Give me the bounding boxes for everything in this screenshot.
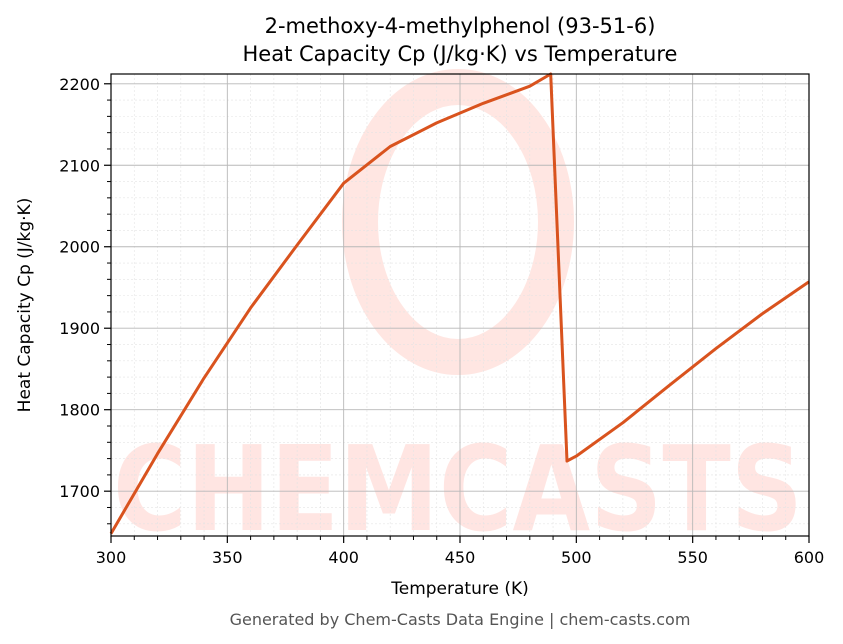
x-tick-label: 350 <box>212 548 243 567</box>
x-tick-label: 450 <box>445 548 476 567</box>
x-axis-label: Temperature (K) <box>390 579 529 599</box>
watermark-text: CHEMCASTS <box>113 420 803 558</box>
y-axis: 1700 1800 1900 2000 2100 2200 <box>59 75 111 525</box>
x-tick-label: 400 <box>328 548 359 567</box>
watermark: CHEMCASTS <box>113 69 803 558</box>
x-tick-label: 500 <box>561 548 592 567</box>
y-axis-label: Heat Capacity Cp (J/kg·K) <box>15 198 35 413</box>
y-tick-label: 2100 <box>59 156 100 175</box>
y-tick-label: 1900 <box>59 319 100 338</box>
x-tick-label: 550 <box>677 548 708 567</box>
chart-subtitle: Heat Capacity Cp (J/kg·K) vs Temperature <box>243 42 678 66</box>
watermark-ring <box>342 69 574 375</box>
y-tick-label: 2000 <box>59 238 100 257</box>
series-line <box>109 72 810 535</box>
chart-title: 2-methoxy-4-methylphenol (93-51-6) <box>265 14 656 38</box>
y-tick-label: 1700 <box>59 482 100 501</box>
x-axis: 300 350 400 450 500 550 600 <box>96 536 825 567</box>
footer-text: Generated by Chem-Casts Data Engine | ch… <box>230 610 691 629</box>
y-tick-label: 2200 <box>59 75 100 94</box>
y-tick-label: 1800 <box>59 401 100 420</box>
x-tick-label: 600 <box>794 548 825 567</box>
x-tick-label: 300 <box>96 548 127 567</box>
